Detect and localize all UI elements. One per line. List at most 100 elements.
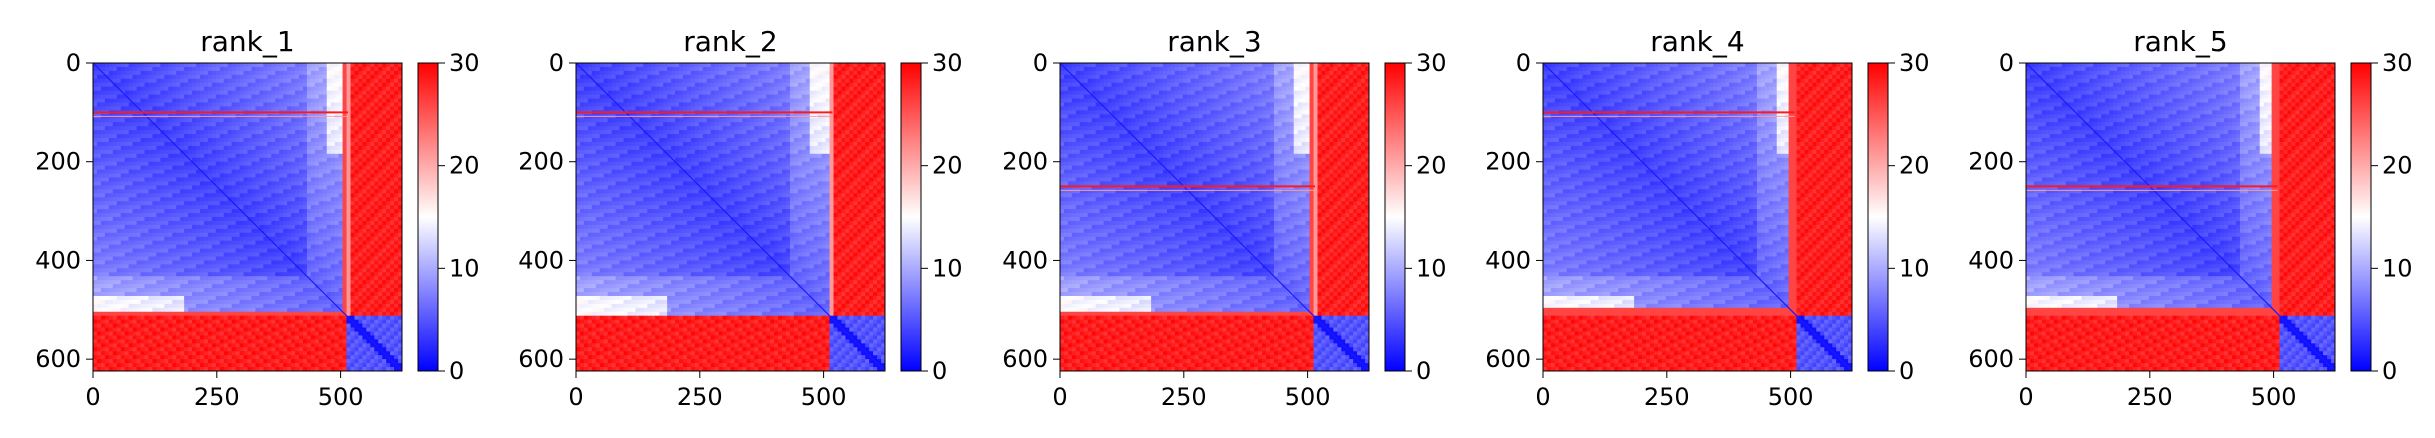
- heatmap-cell: [287, 209, 292, 214]
- heatmap-cell: [207, 173, 213, 179]
- heatmap-cell: [168, 205, 173, 210]
- heatmap-cell: [211, 74, 217, 80]
- heatmap-cell: [196, 209, 201, 214]
- heatmap-cell: [231, 252, 237, 258]
- heatmap-cell: [306, 118, 312, 123]
- heatmap-cell: [302, 205, 308, 210]
- heatmap-cell: [120, 134, 126, 139]
- heatmap-cell: [227, 181, 233, 187]
- heatmap-cell: [235, 90, 241, 96]
- heatmap-cell: [223, 205, 229, 210]
- heatmap-cell: [152, 288, 157, 293]
- heatmap-cell: [124, 181, 130, 187]
- heatmap-cell: [291, 145, 296, 151]
- heatmap-cell: [227, 138, 233, 143]
- heatmap-cell: [196, 141, 201, 147]
- heatmap-cell: [93, 94, 98, 100]
- heatmap-cell: [203, 149, 209, 155]
- heatmap-cell: [211, 138, 217, 143]
- heatmap-cell: [207, 303, 213, 309]
- heatmap-cell: [196, 70, 201, 76]
- heatmap-cell: [219, 181, 225, 187]
- heatmap-cell: [192, 201, 197, 206]
- heatmap-cell: [378, 272, 383, 277]
- heatmap-cell: [192, 82, 197, 88]
- heatmap-cell: [326, 280, 332, 285]
- heatmap-cell: [295, 90, 300, 96]
- heatmap-cell: [148, 224, 154, 230]
- heatmap-cell: [136, 126, 142, 131]
- heatmap-cell: [306, 197, 312, 202]
- heatmap-cell: [207, 141, 213, 147]
- heatmap-cell: [394, 272, 399, 277]
- heatmap-cell: [386, 193, 391, 198]
- heatmap-cell: [390, 213, 395, 218]
- heatmap-cell: [362, 106, 367, 111]
- heatmap-cell: [398, 185, 402, 190]
- heatmap-cell: [192, 149, 197, 155]
- heatmap-cell: [350, 205, 356, 210]
- heatmap-cell: [382, 248, 387, 254]
- heatmap-cell: [318, 228, 324, 234]
- heatmap-cell: [144, 165, 150, 171]
- heatmap-cell: [100, 280, 106, 285]
- heatmap-cell: [362, 276, 367, 281]
- heatmap-cell: [390, 303, 395, 309]
- heatmap-cell: [259, 288, 264, 293]
- heatmap-cell: [152, 74, 157, 80]
- heatmap-cell: [227, 90, 233, 96]
- heatmap-cell: [247, 272, 253, 277]
- heatmap-cell: [255, 236, 260, 242]
- heatmap-cell: [354, 74, 360, 80]
- heatmap-cell: [398, 165, 402, 171]
- heatmap-cell: [156, 149, 161, 155]
- heatmap-cell: [144, 130, 150, 135]
- heatmap-cell: [318, 232, 324, 238]
- heatmap-cell: [382, 189, 387, 194]
- heatmap-cell: [140, 74, 146, 80]
- heatmap-cell: [93, 264, 98, 269]
- heatmap-cell: [188, 78, 193, 84]
- heatmap-cell: [96, 149, 102, 155]
- heatmap-cell: [219, 272, 225, 277]
- heatmap-cell: [306, 185, 312, 190]
- heatmap-cell: [342, 66, 348, 72]
- heatmap-cell: [188, 70, 193, 76]
- heatmap-cell: [330, 232, 336, 238]
- heatmap-cell: [283, 138, 288, 143]
- heatmap-cell: [302, 240, 308, 246]
- heatmap-cell: [140, 213, 146, 218]
- heatmap-cell: [239, 276, 245, 281]
- heatmap-cell: [199, 213, 205, 218]
- heatmap-cell: [152, 126, 157, 131]
- heatmap-cell: [140, 122, 146, 127]
- heatmap-cell: [247, 280, 253, 285]
- heatmap-cell: [342, 149, 348, 155]
- heatmap-cell: [330, 248, 336, 254]
- heatmap-cell: [132, 248, 138, 254]
- heatmap-cell: [318, 66, 324, 72]
- heatmap-cell: [263, 138, 268, 143]
- heatmap-cell: [219, 201, 225, 206]
- heatmap-cell: [267, 98, 272, 104]
- heatmap-cell: [330, 284, 336, 289]
- heatmap-cell: [144, 134, 150, 139]
- heatmap-cell: [394, 102, 399, 108]
- heatmap-cell: [306, 220, 312, 226]
- heatmap-cell: [168, 90, 173, 96]
- heatmap-cell: [108, 299, 114, 305]
- heatmap-cell: [96, 145, 102, 151]
- heatmap-cell: [302, 165, 308, 171]
- heatmap-cell: [120, 130, 126, 135]
- heatmap-cell: [239, 161, 245, 167]
- heatmap-cell: [314, 236, 320, 242]
- heatmap-cell: [362, 165, 367, 171]
- heatmap-cell: [338, 78, 344, 84]
- heatmap-cell: [374, 288, 379, 293]
- heatmap-cell: [362, 228, 367, 234]
- heatmap-cell: [275, 256, 280, 262]
- heatmap-cell: [231, 185, 237, 190]
- heatmap-cell: [192, 134, 197, 139]
- heatmap-cell: [291, 134, 296, 139]
- heatmap-cell: [140, 205, 146, 210]
